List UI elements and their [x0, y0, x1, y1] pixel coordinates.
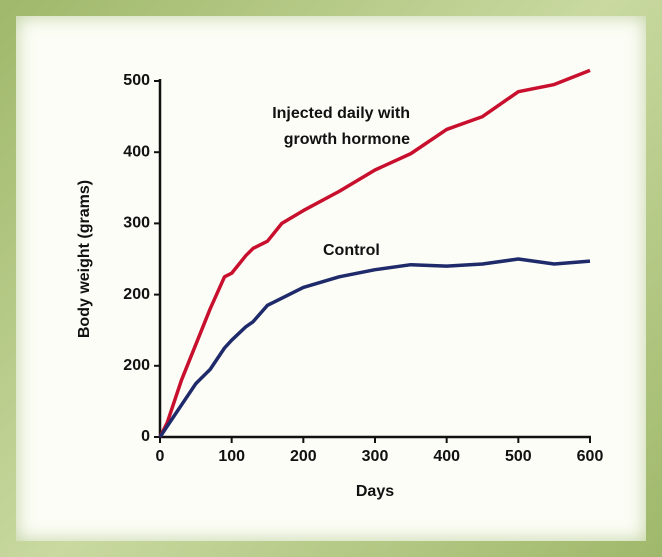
x-tick-label: 0 — [156, 448, 165, 465]
x-tick-label: 600 — [577, 448, 604, 465]
x-tick-label: 200 — [290, 448, 317, 465]
y-tick-label: 400 — [123, 143, 150, 160]
y-tick-label: 500 — [123, 72, 150, 89]
annotation: Control — [323, 242, 380, 259]
x-axis-label: Days — [356, 483, 394, 500]
annotation: growth hormone — [284, 131, 410, 148]
y-tick-label: 0 — [141, 428, 150, 445]
annotation: Injected daily with — [272, 105, 410, 122]
x-tick-label: 400 — [433, 448, 460, 465]
y-axis-label: Body weight (grams) — [76, 180, 93, 338]
x-tick-label: 300 — [362, 448, 389, 465]
y-tick-label: 200 — [123, 357, 150, 374]
y-tick-label: 300 — [123, 215, 150, 232]
y-tick-label: 200 — [123, 286, 150, 303]
series-line — [158, 68, 591, 438]
x-tick-label: 100 — [218, 448, 245, 465]
series-line — [158, 257, 591, 438]
x-tick-label: 500 — [505, 448, 532, 465]
